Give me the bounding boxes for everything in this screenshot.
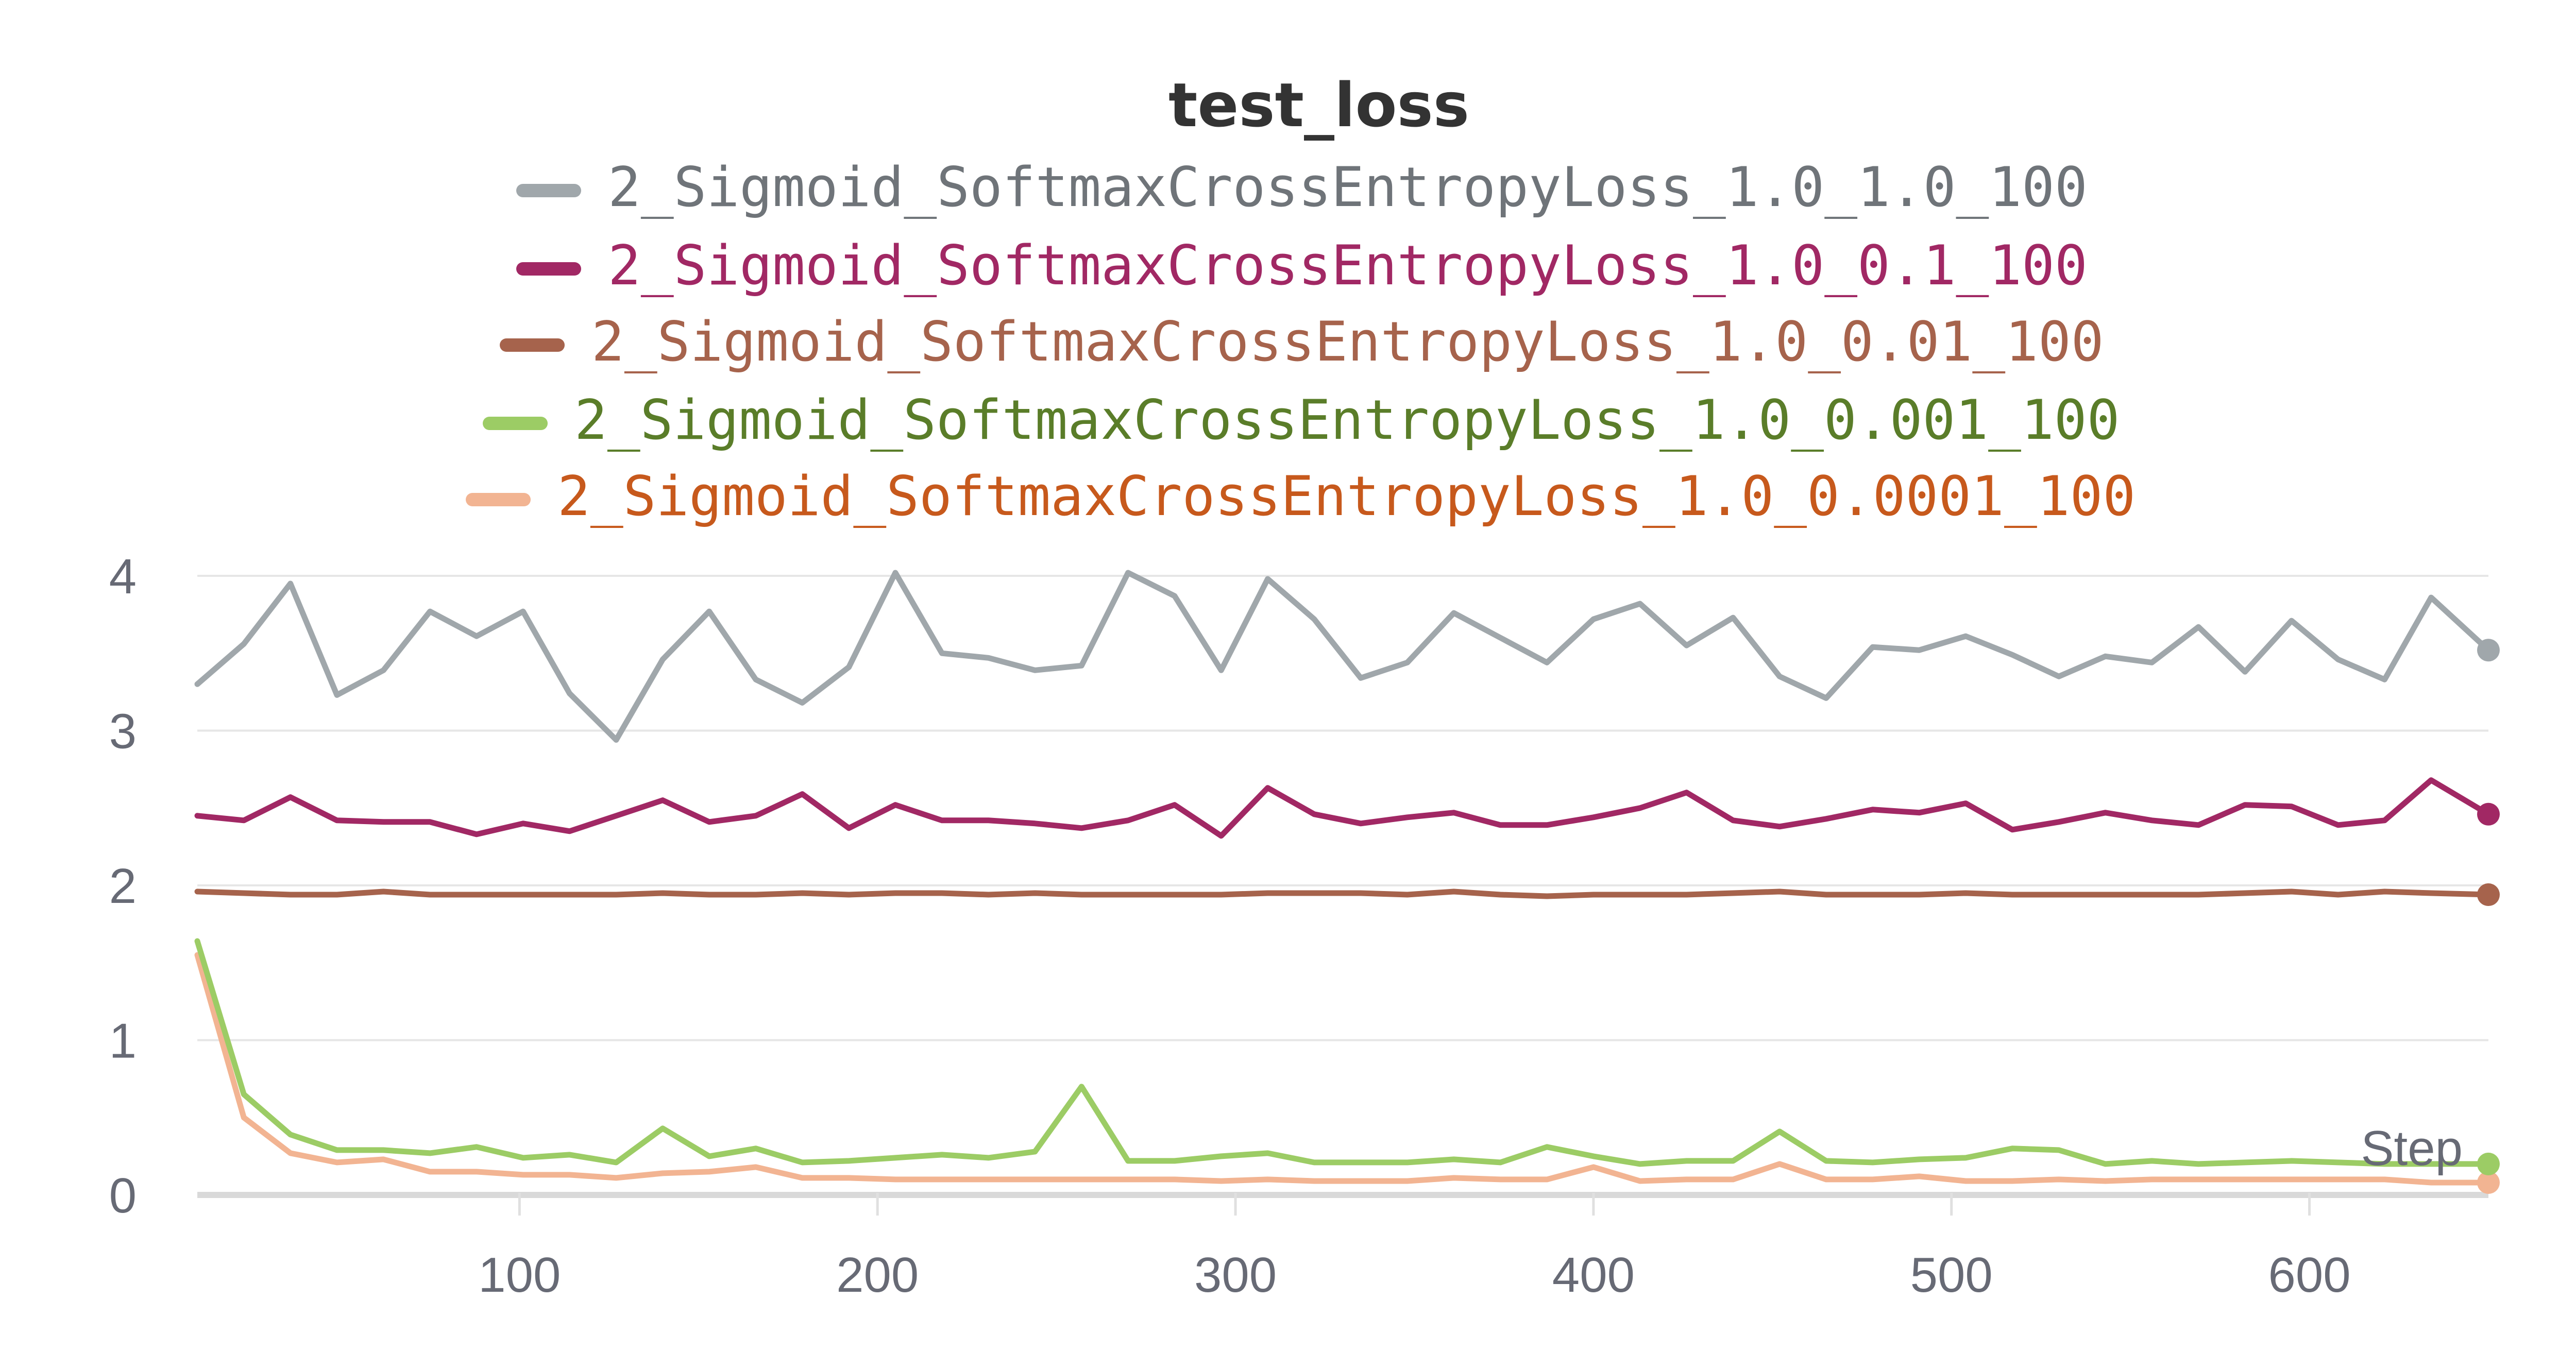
series-line: [194, 777, 2492, 839]
grid-lines: [197, 575, 2488, 1198]
x-tick-label: 600: [2268, 1247, 2350, 1303]
series-end-point: [2477, 639, 2500, 662]
x-tick-label: 500: [1910, 1247, 1993, 1303]
series-end-point: [2477, 802, 2500, 826]
y-tick-label: 0: [109, 1168, 137, 1223]
legend-label: 2_Sigmoid_SoftmaxCrossEntropyLoss_1.0_0.…: [591, 310, 2104, 373]
legend-item[interactable]: 2_Sigmoid_SoftmaxCrossEntropyLoss_1.0_0.…: [483, 388, 2120, 452]
series-line: [194, 888, 2492, 899]
series-end-point: [2477, 1152, 2500, 1175]
series-line: [194, 570, 2492, 743]
x-axis: 100 200 300 400 500 600: [478, 1193, 2351, 1303]
x-tick-label: 400: [1552, 1247, 1635, 1303]
series-line: [194, 952, 2492, 1186]
chart-title: test_loss: [1168, 70, 1469, 141]
legend-label: 2_Sigmoid_SoftmaxCrossEntropyLoss_1.0_1.…: [608, 156, 2088, 219]
series-end-point: [2477, 883, 2500, 907]
legend-label: 2_Sigmoid_SoftmaxCrossEntropyLoss_1.0_0.…: [557, 465, 2136, 528]
series-lines: [194, 570, 2500, 1194]
series-end-point: [2477, 1171, 2500, 1194]
y-axis: 0 1 2 3 4: [109, 549, 137, 1223]
legend-item[interactable]: 2_Sigmoid_SoftmaxCrossEntropyLoss_1.0_0.…: [500, 310, 2104, 373]
y-tick-label: 1: [109, 1014, 137, 1069]
legend-label: 2_Sigmoid_SoftmaxCrossEntropyLoss_1.0_0.…: [608, 234, 2088, 297]
y-tick-label: 2: [109, 859, 137, 914]
x-tick-label: 300: [1194, 1247, 1277, 1303]
legend: 2_Sigmoid_SoftmaxCrossEntropyLoss_1.0_1.…: [466, 156, 2136, 528]
series-line: [194, 938, 2492, 1167]
x-tick-label: 200: [836, 1247, 919, 1303]
y-tick-label: 3: [109, 704, 137, 759]
legend-item[interactable]: 2_Sigmoid_SoftmaxCrossEntropyLoss_1.0_0.…: [516, 234, 2088, 297]
legend-label: 2_Sigmoid_SoftmaxCrossEntropyLoss_1.0_0.…: [574, 388, 2120, 452]
y-tick-label: 4: [109, 549, 137, 604]
x-axis-label: Step: [2361, 1121, 2463, 1176]
x-tick-label: 100: [478, 1247, 561, 1303]
legend-item[interactable]: 2_Sigmoid_SoftmaxCrossEntropyLoss_1.0_1.…: [516, 156, 2088, 219]
legend-item[interactable]: 2_Sigmoid_SoftmaxCrossEntropyLoss_1.0_0.…: [466, 465, 2136, 528]
